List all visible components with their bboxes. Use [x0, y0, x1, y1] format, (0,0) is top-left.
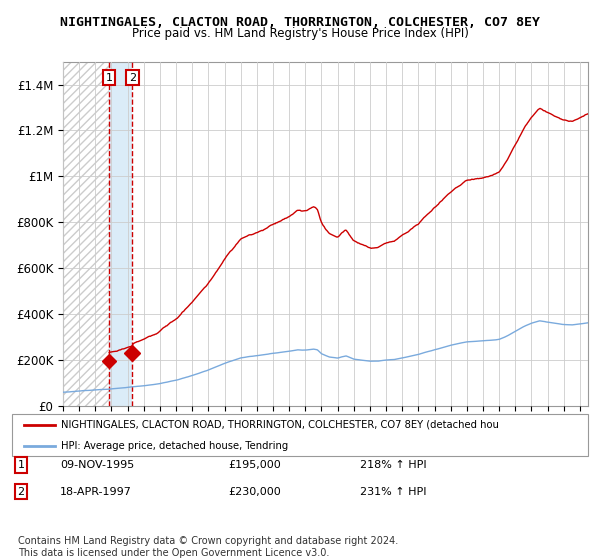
Text: 1: 1 [17, 460, 25, 470]
Text: £230,000: £230,000 [228, 487, 281, 497]
Bar [109, 62, 133, 406]
Text: 1: 1 [106, 73, 113, 83]
Text: NIGHTINGALES, CLACTON ROAD, THORRINGTON, COLCHESTER, CO7 8EY: NIGHTINGALES, CLACTON ROAD, THORRINGTON,… [60, 16, 540, 29]
FancyBboxPatch shape [12, 414, 588, 456]
Text: £195,000: £195,000 [228, 460, 281, 470]
Bar [63, 62, 109, 406]
Text: 18-APR-1997: 18-APR-1997 [60, 487, 132, 497]
Text: Price paid vs. HM Land Registry's House Price Index (HPI): Price paid vs. HM Land Registry's House … [131, 27, 469, 40]
Text: 2: 2 [129, 73, 136, 83]
Text: NIGHTINGALES, CLACTON ROAD, THORRINGTON, COLCHESTER, CO7 8EY (detached hou: NIGHTINGALES, CLACTON ROAD, THORRINGTON,… [61, 420, 499, 430]
Text: HPI: Average price, detached house, Tendring: HPI: Average price, detached house, Tend… [61, 441, 288, 451]
Text: 09-NOV-1995: 09-NOV-1995 [60, 460, 134, 470]
Text: 231% ↑ HPI: 231% ↑ HPI [360, 487, 427, 497]
Text: 2: 2 [17, 487, 25, 497]
Text: 218% ↑ HPI: 218% ↑ HPI [360, 460, 427, 470]
Text: Contains HM Land Registry data © Crown copyright and database right 2024.
This d: Contains HM Land Registry data © Crown c… [18, 536, 398, 558]
